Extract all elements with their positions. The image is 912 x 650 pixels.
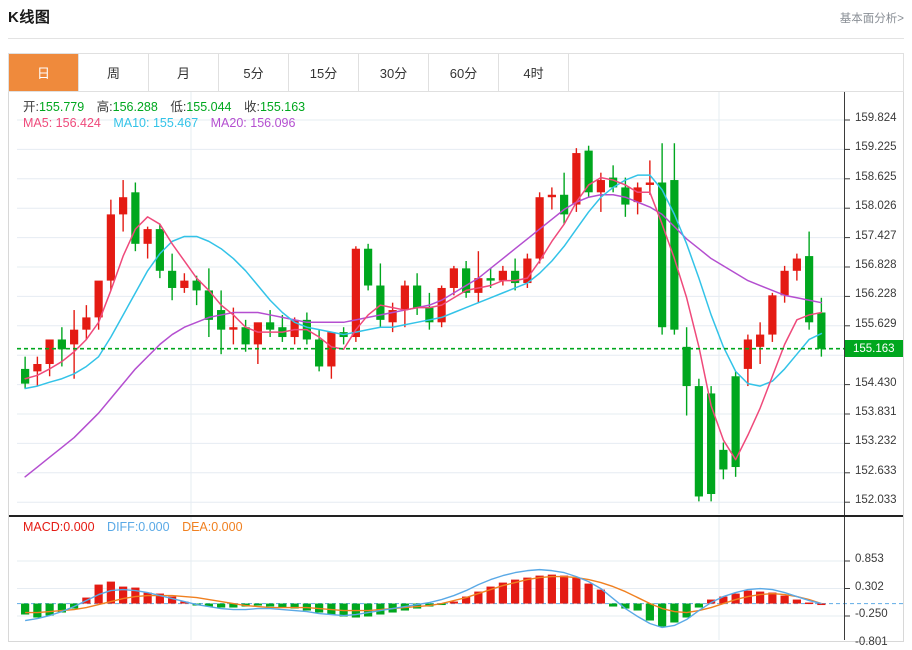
macd-axis-label: -0.250 bbox=[855, 608, 888, 620]
tab-6[interactable]: 60分 bbox=[429, 54, 499, 91]
page-header: K线图 基本面分析> bbox=[0, 0, 912, 38]
price-axis-label: 159.225 bbox=[855, 141, 897, 154]
price-axis-label: 155.629 bbox=[855, 317, 897, 330]
high-label: 高: bbox=[96, 100, 113, 114]
tab-label: 15分 bbox=[309, 66, 338, 81]
tab-label: 5分 bbox=[243, 66, 264, 81]
low-value: 155.044 bbox=[186, 100, 232, 114]
tab-label: 60分 bbox=[449, 66, 478, 81]
ma5-label: MA5: bbox=[23, 116, 53, 130]
price-axis-divider bbox=[844, 92, 845, 515]
price-axis-label: 158.625 bbox=[855, 170, 897, 183]
low-label: 低: bbox=[170, 100, 187, 114]
tabbar-filler bbox=[569, 54, 903, 91]
price-axis-label: 152.033 bbox=[855, 494, 897, 507]
macd-axis-label: 0.853 bbox=[855, 553, 884, 565]
tab-7[interactable]: 4时 bbox=[499, 54, 569, 91]
ma10-label: MA10: bbox=[113, 116, 150, 130]
price-axis-label: 153.831 bbox=[855, 406, 897, 418]
macd-axis-divider bbox=[844, 517, 845, 640]
diff-value: 0.000 bbox=[138, 520, 170, 534]
ma20-label: MA20: bbox=[210, 116, 247, 130]
open-value: 155.779 bbox=[38, 100, 85, 114]
period-tabbar: 日 周 月 5分 15分 30分 60分 4时 bbox=[8, 53, 904, 92]
price-axis-label: 156.828 bbox=[855, 259, 897, 271]
price-axis-label: 158.026 bbox=[855, 200, 897, 213]
price-axis-label: 159.824 bbox=[855, 112, 897, 124]
tab-label: 周 bbox=[106, 66, 120, 81]
price-axis-label: 157.427 bbox=[855, 229, 897, 242]
macd-axis-label: 0.302 bbox=[855, 580, 884, 593]
price-plot[interactable] bbox=[9, 92, 903, 515]
macd-label: MACD: bbox=[23, 520, 64, 534]
tab-label: 月 bbox=[176, 66, 190, 81]
dea-label: DEA: bbox=[182, 520, 212, 534]
macd-value: 0.000 bbox=[63, 520, 95, 534]
price-axis-label: 156.228 bbox=[855, 288, 897, 301]
chart-frame: 开:155.779 高:156.288 低:155.044 收:155.163 … bbox=[8, 92, 904, 648]
tab-label: 30分 bbox=[379, 66, 408, 81]
tab-label: 4时 bbox=[523, 66, 544, 81]
fundamental-analysis-link[interactable]: 基本面分析> bbox=[839, 13, 904, 25]
header-divider bbox=[8, 38, 904, 39]
macd-axis-label: -0.801 bbox=[855, 635, 888, 648]
macd-plot[interactable] bbox=[9, 517, 903, 640]
pane-separator bbox=[9, 515, 903, 517]
tab-1[interactable]: 周 bbox=[79, 54, 149, 91]
diff-label: DIFF: bbox=[107, 520, 139, 534]
price-axis-label: 153.232 bbox=[855, 435, 897, 448]
page-title: K线图 bbox=[8, 9, 51, 26]
dea-value: 0.000 bbox=[211, 520, 243, 534]
high-value: 156.288 bbox=[112, 100, 158, 114]
tab-4[interactable]: 15分 bbox=[289, 54, 359, 91]
ma20-value: 156.096 bbox=[250, 116, 296, 130]
price-axis-label: 154.430 bbox=[855, 376, 897, 389]
tab-3[interactable]: 5分 bbox=[219, 54, 289, 91]
ohlc-legend: 开:155.779 高:156.288 低:155.044 收:155.163 bbox=[23, 96, 305, 115]
price-axis-label: 152.633 bbox=[855, 464, 897, 477]
tab-5[interactable]: 30分 bbox=[359, 54, 429, 91]
current-price-badge: 155.163 bbox=[845, 340, 903, 358]
close-label: 收: bbox=[243, 100, 260, 114]
tab-label: 日 bbox=[36, 66, 50, 81]
tab-0[interactable]: 日 bbox=[9, 54, 79, 91]
macd-legend: MACD:0.000 DIFF:0.000 DEA:0.000 bbox=[23, 520, 243, 534]
tab-2[interactable]: 月 bbox=[149, 54, 219, 91]
close-value: 155.163 bbox=[259, 100, 306, 114]
ma-legend: MA5: 156.424 MA10: 155.467 MA20: 156.096 bbox=[23, 116, 295, 130]
ma10-value: 155.467 bbox=[152, 116, 199, 130]
open-label: 开: bbox=[23, 100, 39, 114]
macd-pane: MACD:0.000 DIFF:0.000 DEA:0.000 0.853 0.3… bbox=[9, 517, 903, 648]
price-pane: 开:155.779 高:156.288 低:155.044 收:155.163 … bbox=[9, 92, 903, 515]
ma5-value: 156.424 bbox=[55, 116, 101, 130]
